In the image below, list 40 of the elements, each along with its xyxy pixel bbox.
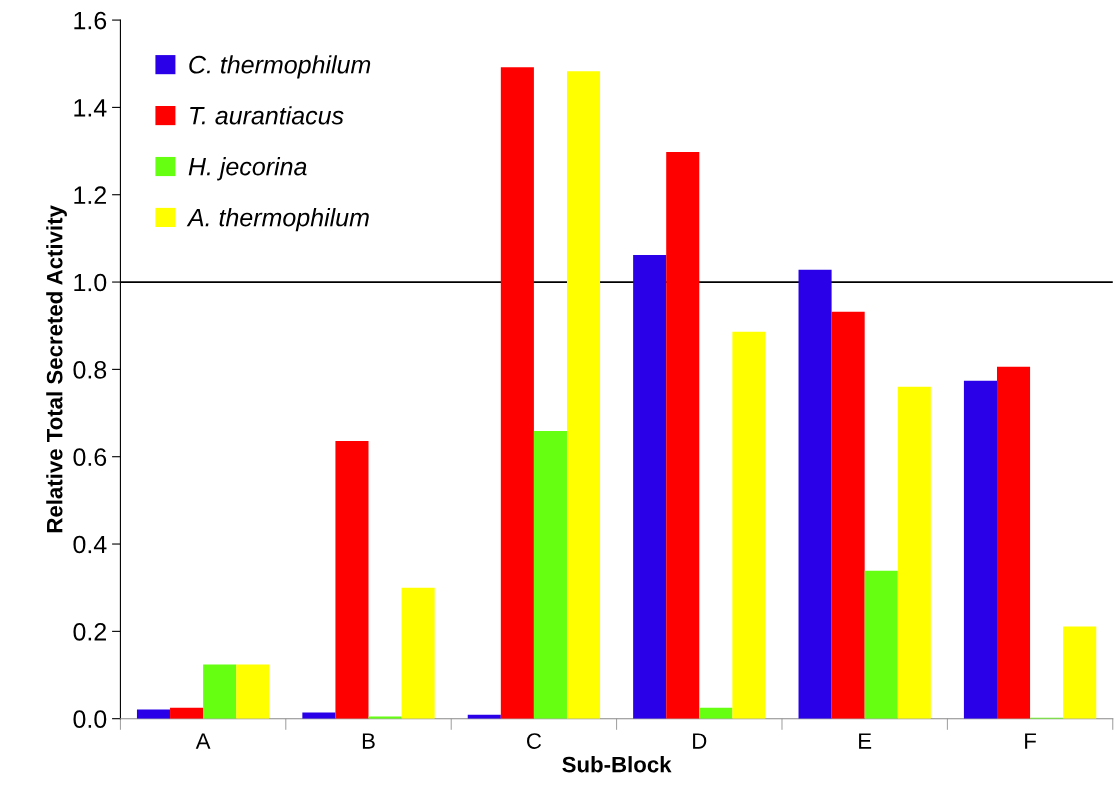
legend-label: C. thermophilum: [189, 55, 371, 79]
bar: [401, 587, 435, 719]
y-tick-label: 1.6: [74, 11, 107, 30]
bar: [566, 71, 601, 719]
bar: [699, 707, 733, 719]
legend-label: A. thermophilum: [186, 208, 369, 232]
y-tick-label: 0.8: [73, 360, 107, 379]
y-tick-label: 0.2: [73, 622, 106, 641]
y-tick-label: 1.2: [74, 186, 106, 204]
x-tick-label: E: [859, 733, 872, 749]
bar: [864, 570, 898, 719]
y-tick-label: 0.4: [73, 535, 107, 554]
bar: [1063, 626, 1097, 719]
y-tick-label: 1.0: [74, 273, 107, 292]
bar: [666, 151, 700, 719]
y-tick-label: 0.6: [73, 448, 107, 467]
bar: [732, 331, 766, 719]
y-tick-label: 1.4: [74, 99, 107, 117]
y-tick-label: 0.0: [73, 710, 107, 728]
legend-label: T. aurantiacus: [190, 106, 344, 125]
x-tick-label: D: [693, 733, 707, 749]
x-tick-label: A: [195, 733, 211, 749]
bar: [963, 380, 997, 719]
x-axis-title: Sub-Block: [562, 756, 672, 773]
bar: [335, 440, 369, 719]
bar: [897, 386, 931, 719]
x-tick-label: C: [527, 733, 542, 749]
legend-label: H. jecorina: [188, 157, 307, 181]
bar: [236, 664, 270, 719]
y-axis-title: Relative Total Secreted Activity: [46, 205, 67, 533]
bar: [170, 707, 204, 719]
x-tick-label: B: [362, 733, 375, 749]
bar: [203, 664, 237, 719]
bar: [831, 311, 865, 719]
bar: [633, 254, 667, 719]
bar: [798, 269, 832, 719]
bar: [997, 366, 1031, 719]
bar: [533, 430, 567, 719]
x-tick-label: F: [1025, 733, 1036, 749]
bar: [500, 67, 534, 719]
